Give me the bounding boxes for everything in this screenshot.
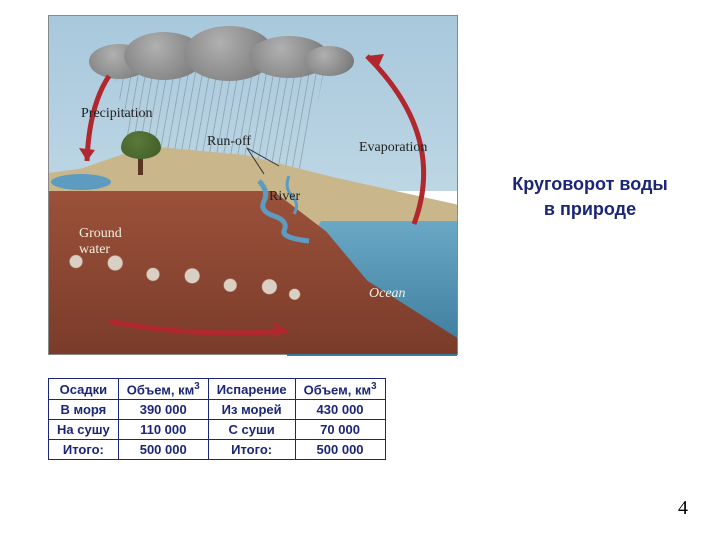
label-groundwater-2: water — [79, 242, 110, 258]
page-title: Круговорот воды в природе — [490, 172, 690, 222]
label-runoff: Run-off — [207, 134, 251, 150]
th-precip: Осадки — [49, 379, 119, 400]
label-precipitation: Precipitation — [81, 106, 153, 122]
label-evaporation: Evaporation — [359, 140, 427, 156]
table-header-row: Осадки Объем, км3 Испарение Объем, км3 — [49, 379, 386, 400]
th-vol1: Объем, км3 — [118, 379, 208, 400]
th-vol2: Объем, км3 — [295, 379, 385, 400]
data-table-container: Осадки Объем, км3 Испарение Объем, км3 В… — [48, 378, 386, 460]
label-groundwater-1: Ground — [79, 226, 122, 242]
title-line-1: Круговорот воды — [512, 174, 668, 194]
table-row: В моря 390 000 Из морей 430 000 — [49, 400, 386, 420]
table-row: Итого: 500 000 Итого: 500 000 — [49, 440, 386, 460]
label-ocean: Ocean — [369, 286, 406, 302]
label-river: River — [269, 189, 300, 205]
th-evap: Испарение — [208, 379, 295, 400]
page-number: 4 — [678, 497, 688, 520]
water-cycle-diagram: Precipitation Run-off River Evaporation … — [48, 15, 458, 355]
water-volume-table: Осадки Объем, км3 Испарение Объем, км3 В… — [48, 378, 386, 460]
title-line-2: в природе — [544, 199, 636, 219]
table-row: На сушу 110 000 С суши 70 000 — [49, 420, 386, 440]
cycle-arrows — [49, 16, 459, 356]
